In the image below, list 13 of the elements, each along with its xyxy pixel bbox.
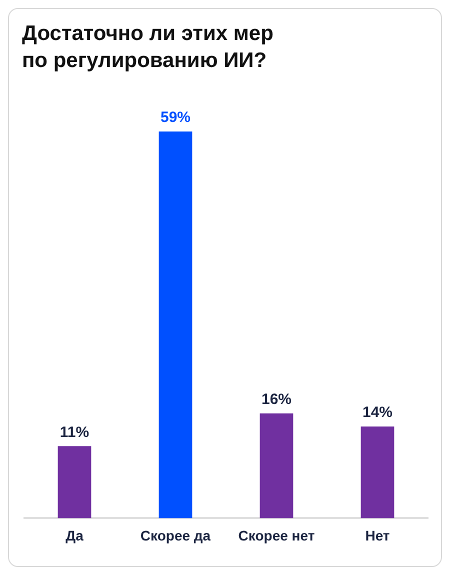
bar xyxy=(360,426,394,518)
bar xyxy=(260,413,294,518)
data-label: 11% xyxy=(60,424,90,441)
bar xyxy=(58,446,92,518)
bar xyxy=(158,132,192,518)
data-label: 16% xyxy=(261,390,292,408)
x-tick-label: Да xyxy=(66,527,84,544)
x-tick-label: Скорее нет xyxy=(238,527,315,544)
data-label: 14% xyxy=(362,404,393,422)
data-label: 59% xyxy=(160,109,191,126)
chart-title: Достаточно ли этих мер по регулированию ИИ? xyxy=(22,21,274,74)
x-tick-label: Нет xyxy=(365,527,390,544)
x-tick-label: Скорее да xyxy=(140,527,211,544)
